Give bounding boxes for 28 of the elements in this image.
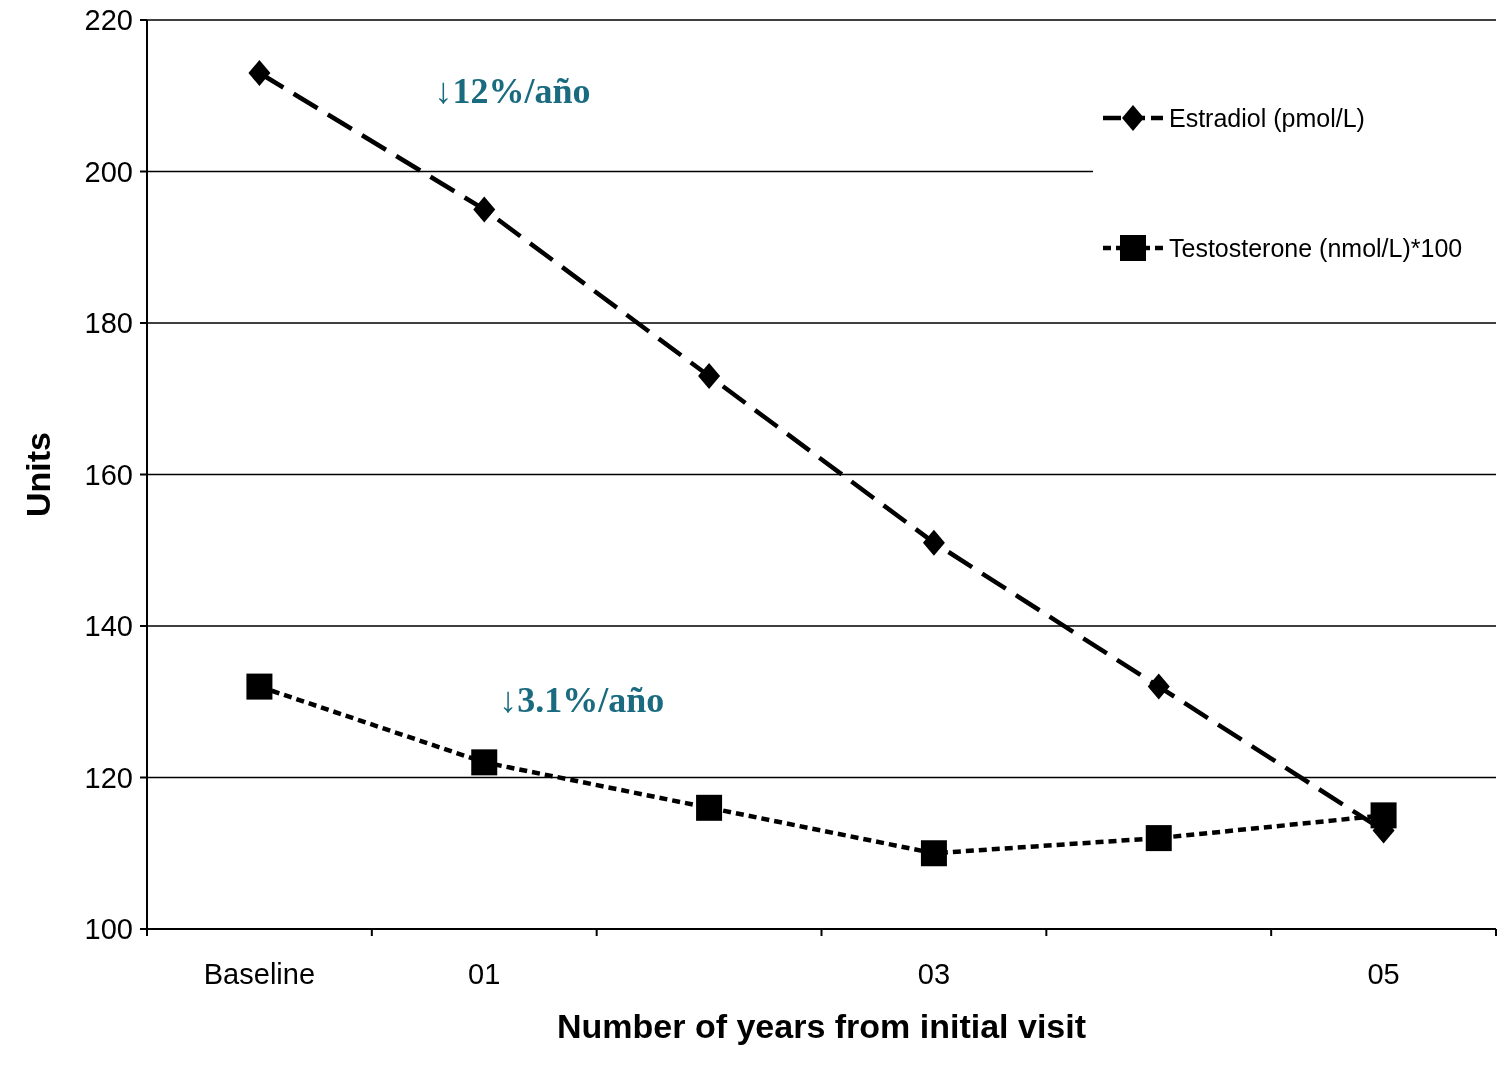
legend-label: Testosterone (nmol/L)*100 <box>1169 233 1463 262</box>
x-tick-label: Baseline <box>203 958 316 990</box>
point <box>1145 825 1172 852</box>
point <box>473 196 496 223</box>
point <box>248 60 271 87</box>
y-tick-label: 180 <box>84 307 133 340</box>
y-tick-label: 120 <box>84 761 133 794</box>
x-tick-label: 05 <box>1367 958 1400 990</box>
y-axis-title: Units <box>19 432 57 517</box>
point <box>471 749 498 776</box>
x-tick-label: 03 <box>917 958 951 990</box>
point <box>1370 802 1397 829</box>
y-tick-label: 140 <box>84 610 133 643</box>
y-tick-label: 200 <box>84 155 133 188</box>
point <box>920 840 947 867</box>
y-tick-label: 100 <box>84 913 133 946</box>
point <box>696 794 723 821</box>
point <box>698 363 721 390</box>
x-axis-title: Number of years from initial visit <box>556 1007 1087 1045</box>
point <box>246 673 273 700</box>
legend-label: Estradiol (pmol/L) <box>1169 103 1365 132</box>
point <box>922 529 945 556</box>
annotation: ↓3.1%/año <box>499 680 665 721</box>
y-tick-label: 160 <box>84 458 133 491</box>
point <box>1147 673 1170 700</box>
y-tick-label: 220 <box>84 4 133 37</box>
annotation: ↓12%/año <box>434 71 591 112</box>
x-tick-label: 01 <box>468 958 501 990</box>
